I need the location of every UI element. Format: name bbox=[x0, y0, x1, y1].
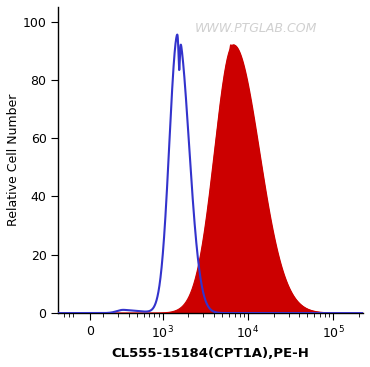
Text: WWW.PTGLAB.COM: WWW.PTGLAB.COM bbox=[195, 22, 317, 35]
X-axis label: CL555-15184(CPT1A),PE-H: CL555-15184(CPT1A),PE-H bbox=[112, 347, 310, 360]
Y-axis label: Relative Cell Number: Relative Cell Number bbox=[7, 94, 20, 226]
